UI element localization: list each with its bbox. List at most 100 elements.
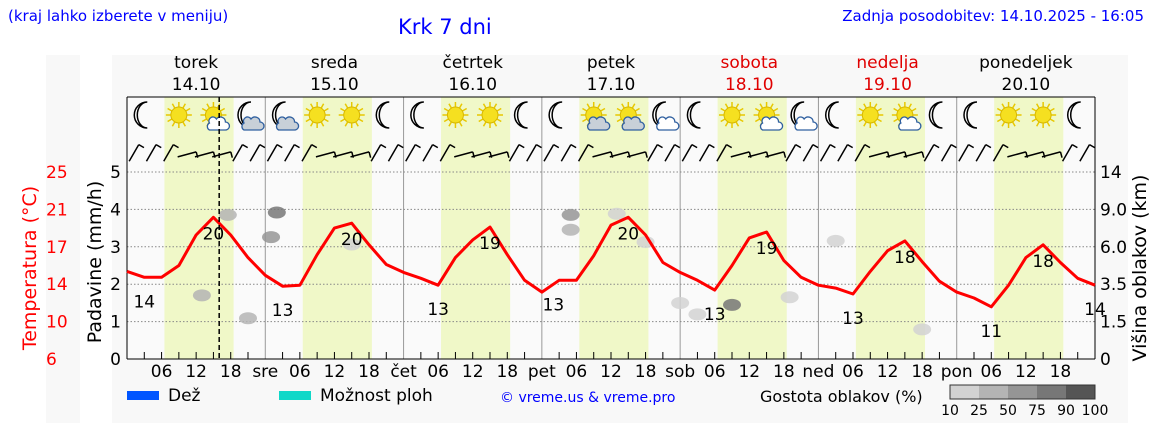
hour-label: 06 — [842, 362, 864, 382]
cloud-patch — [913, 323, 932, 336]
cloud-height-tick: 14 — [1100, 163, 1122, 183]
wind-barb-icon — [439, 143, 456, 162]
sun-icon — [338, 102, 365, 128]
wind-barb-icon — [350, 151, 372, 158]
day-date: 14.10 — [172, 75, 221, 95]
day-abbr: ned — [802, 362, 834, 382]
sun-icon — [304, 102, 331, 128]
daylight-band — [994, 97, 1064, 359]
hour-label: 06 — [289, 362, 311, 382]
wind-barb-icon — [488, 151, 510, 158]
day-abbr: sob — [665, 362, 695, 382]
wind-barb-icon — [698, 143, 715, 162]
hour-label: 06 — [427, 362, 449, 382]
temp-value-label: 20 — [203, 224, 225, 244]
wind-barb-icon — [802, 143, 819, 162]
day-name: torek — [174, 53, 218, 73]
precip-tick: 5 — [110, 163, 121, 183]
day-name: ponedeljek — [979, 53, 1073, 73]
day-abbr: sre — [252, 362, 278, 382]
hour-label: 06 — [704, 362, 726, 382]
wind-barb-icon — [664, 143, 681, 162]
sun-icon — [719, 102, 745, 128]
wind-barb-icon — [992, 143, 1009, 162]
hour-label: 12 — [1015, 362, 1037, 382]
temp-tick: 14 — [46, 275, 68, 295]
wind-barb-icon — [903, 151, 925, 158]
density-swatch — [1037, 385, 1066, 399]
temp-tick: 17 — [46, 238, 68, 258]
daylight-band — [855, 97, 926, 359]
temperature-line — [126, 215, 1096, 309]
moon-cloud-icon — [790, 101, 818, 131]
hour-label: 12 — [600, 362, 622, 382]
precip-tick: 4 — [110, 200, 121, 220]
precip-axis-label: Padavine (mm/h) — [84, 181, 106, 344]
wind-barb-icon — [647, 143, 663, 162]
cloud-patch — [239, 312, 257, 325]
day-name: nedelja — [856, 53, 918, 73]
wind-barb-icon — [212, 151, 234, 158]
precip-tick: 0 — [110, 350, 121, 370]
sun-cloud-icon — [615, 102, 645, 131]
hour-label: 18 — [911, 362, 933, 382]
temp-tick: 25 — [46, 163, 68, 183]
density-scale-frame — [949, 384, 1096, 400]
location-hint[interactable]: (kraj lahko izberete v meniju) — [8, 7, 229, 25]
cloud-patch — [561, 223, 580, 236]
hour-label: 12 — [462, 362, 484, 382]
hour-label: 06 — [980, 362, 1002, 382]
wind-barb-icon — [975, 143, 992, 162]
density-level: 90 — [1057, 403, 1075, 419]
wind-barb-icon — [716, 143, 733, 162]
cloud-height-tick: 6.0 — [1100, 238, 1127, 258]
temp-value-label: 20 — [617, 224, 639, 244]
day-date: 17.10 — [587, 75, 636, 95]
wind-barb-icon — [301, 143, 318, 162]
hour-label: 18 — [635, 362, 657, 382]
sun-cloud-icon — [753, 102, 784, 131]
wind-barb-icon — [681, 143, 698, 162]
temp-value-label: 13 — [704, 305, 726, 325]
day-date: 20.10 — [1002, 75, 1051, 95]
temp-tick: 21 — [46, 200, 68, 220]
copyright-link[interactable]: © vreme.us & vreme.pro — [500, 390, 675, 406]
day-date: 18.10 — [725, 75, 774, 95]
day-abbr: pon — [941, 362, 973, 382]
cloud-patch — [636, 236, 655, 249]
wind-barb-icon — [128, 143, 145, 162]
cloud-patch — [671, 297, 690, 309]
cloud-axis-label: Višina oblakov (km) — [1129, 175, 1151, 362]
sun-icon — [165, 102, 192, 128]
moon-icon — [513, 101, 528, 129]
cloud-patch — [688, 308, 707, 321]
hour-label: 12 — [877, 362, 899, 382]
cloud-patch — [192, 289, 211, 302]
temp-value-label: 13 — [427, 300, 449, 320]
temp-tick: 10 — [46, 313, 68, 333]
day-name: sobota — [721, 53, 779, 73]
cloud-patch — [826, 234, 845, 247]
density-swatch — [1066, 385, 1095, 399]
rain-legend-swatch — [127, 391, 159, 400]
wind-barb-icon — [819, 143, 836, 162]
moon-cloud-icon — [237, 101, 265, 131]
day-abbr: pet — [528, 362, 556, 382]
precip-tick: 3 — [110, 238, 121, 258]
density-level: 50 — [999, 403, 1017, 419]
temp-value-label: 19 — [479, 234, 501, 254]
density-level: 10 — [941, 403, 959, 419]
cloud-height-tick: 3.5 — [1100, 275, 1127, 295]
temp-value-label: 13 — [543, 295, 565, 315]
moon-icon — [410, 101, 424, 129]
temp-value-label: 20 — [341, 230, 363, 250]
day-name: sreda — [311, 53, 358, 73]
hour-label: 18 — [1050, 362, 1072, 382]
density-level: 25 — [970, 403, 988, 419]
wind-barb-icon — [1041, 151, 1063, 158]
moon-icon — [963, 101, 978, 129]
